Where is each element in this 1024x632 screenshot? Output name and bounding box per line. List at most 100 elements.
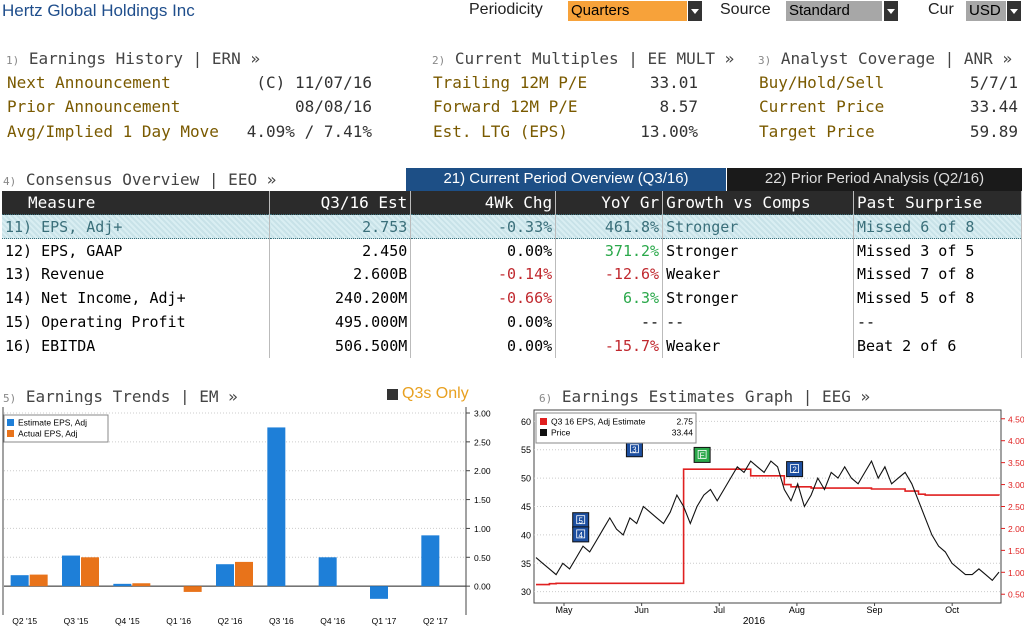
- left-tick-label: 40: [521, 530, 531, 540]
- table-row[interactable]: 11) EPS, Adj+ 2.753 -0.33% 461.8% Strong…: [2, 214, 1022, 240]
- measure-cell[interactable]: 12) EPS, GAAP: [2, 238, 271, 263]
- table-row[interactable]: 15) Operating Profit 495.000M 0.00% -- -…: [2, 309, 1022, 334]
- next-announcement-label: Next Announcement: [7, 73, 171, 92]
- growth-cell: --: [662, 309, 855, 334]
- measure-cell[interactable]: 15) Operating Profit: [2, 309, 271, 334]
- left-tick-label: 50: [521, 474, 531, 484]
- chg-cell: 0.00%: [410, 333, 557, 358]
- svg-text:E: E: [699, 451, 704, 460]
- buy-hold-sell-label: Buy/Hold/Sell: [759, 73, 885, 92]
- current-multiples-link[interactable]: 2) Current Multiples | EE MULT »: [432, 49, 735, 68]
- forward-pe-value: 8.57: [659, 97, 698, 116]
- earnings-trends-chart: 3.00 2.50 2.00 1.50 1.00 0.50 0.00 Q2 '15 Q3 '1…: [0, 405, 505, 632]
- bar-actual[interactable]: [235, 561, 253, 587]
- surprise-cell: Beat 2 of 6: [853, 333, 1022, 358]
- event-marker[interactable]: 4: [572, 526, 590, 543]
- bar-estimate[interactable]: [10, 575, 29, 587]
- table-row[interactable]: 16) EBITDA 506.500M 0.00% -15.7% Weaker …: [2, 333, 1022, 358]
- consensus-overview-link[interactable]: 4) Consensus Overview | EEO »: [3, 170, 277, 189]
- bar-estimate[interactable]: [370, 586, 388, 599]
- bar-actual[interactable]: [183, 586, 202, 592]
- est-cell: 506.500M: [269, 333, 412, 358]
- source-dropdown[interactable]: Standard: [786, 1, 882, 21]
- table-row[interactable]: 13) Revenue 2.600B -0.14% -12.6% Weaker …: [2, 262, 1022, 287]
- estimate-line: [536, 468, 1000, 586]
- tab-current-period[interactable]: 21) Current Period Overview (Q3/16): [406, 168, 726, 191]
- growth-cell: Stronger: [662, 286, 855, 310]
- bar-actual[interactable]: [29, 574, 48, 587]
- event-marker[interactable]: E: [693, 446, 711, 463]
- prior-announcement-label: Prior Announcement: [7, 97, 181, 116]
- right-tick-label: 2.00: [1008, 524, 1024, 534]
- col-yoy-gr[interactable]: YoY Gr: [555, 191, 664, 215]
- y-tick-label: 1.50: [474, 495, 491, 505]
- analyst-coverage-link[interactable]: 3) Analyst Coverage | ANR »: [758, 49, 1013, 68]
- earnings-trends-link[interactable]: 5) Earnings Trends | EM »: [3, 387, 238, 406]
- est-ltg-label: Est. LTG (EPS): [433, 122, 568, 141]
- measure-cell[interactable]: 11) EPS, Adj+: [2, 214, 271, 240]
- x-tick-label: Q2 '17: [423, 616, 448, 626]
- source-chevron-down-icon[interactable]: [884, 1, 898, 21]
- periodicity-chevron-down-icon[interactable]: [688, 1, 702, 21]
- periodicity-dropdown[interactable]: Quarters: [568, 1, 687, 21]
- measure-cell[interactable]: 16) EBITDA: [2, 333, 271, 358]
- tab-prior-period[interactable]: 22) Prior Period Analysis (Q2/16): [727, 168, 1022, 191]
- currency-label: Cur: [928, 1, 954, 18]
- legend-swatch-price: [540, 429, 547, 436]
- surprise-cell: Missed 3 of 5: [853, 238, 1022, 263]
- svg-text:2: 2: [792, 466, 797, 475]
- source-value: Standard: [789, 2, 850, 19]
- x-tick-label: Q4 '15: [115, 616, 140, 626]
- y-tick-label: 0.00: [474, 582, 491, 592]
- bar-estimate[interactable]: [216, 564, 234, 587]
- left-tick-label: 60: [521, 417, 531, 427]
- event-marker[interactable]: 5: [572, 512, 590, 529]
- col-measure[interactable]: Measure: [2, 191, 271, 215]
- right-tick-label: 0.50: [1008, 590, 1024, 600]
- legend-swatch-estimate: [540, 418, 547, 425]
- bar-estimate[interactable]: [318, 557, 337, 587]
- table-row[interactable]: 12) EPS, GAAP 2.450 0.00% 371.2% Stronge…: [2, 238, 1022, 263]
- x-tick-label: Jul: [714, 605, 726, 615]
- currency-chevron-down-icon[interactable]: [1007, 1, 1021, 21]
- x-tick-label: Q1 '17: [372, 616, 397, 626]
- avg-move-label: Avg/Implied 1 Day Move: [7, 122, 219, 141]
- earnings-history-link[interactable]: 1) Earnings History | ERN »: [6, 49, 261, 68]
- surprise-cell: Missed 5 of 8: [853, 286, 1022, 310]
- growth-cell: Weaker: [662, 262, 855, 287]
- target-price-label: Target Price: [759, 122, 875, 141]
- bar-actual[interactable]: [132, 583, 151, 587]
- current-price-label: Current Price: [759, 97, 885, 116]
- table-row[interactable]: 14) Net Income, Adj+ 240.200M -0.66% 6.3…: [2, 286, 1022, 310]
- col-4wk-chg[interactable]: 4Wk Chg: [410, 191, 557, 215]
- q3s-only-checkbox[interactable]: [387, 389, 398, 400]
- surprise-cell: Missed 7 of 8: [853, 262, 1022, 287]
- bar-estimate[interactable]: [267, 427, 286, 587]
- consensus-table: Measure Q3/16 Est 4Wk Chg YoY Gr Growth …: [2, 191, 1022, 358]
- bar-estimate[interactable]: [62, 555, 80, 587]
- q3s-only-label[interactable]: Q3s Only: [402, 385, 469, 402]
- legend-swatch-estimate: [7, 419, 14, 426]
- bar-estimate[interactable]: [421, 535, 440, 587]
- col-past-surprise[interactable]: Past Surprise: [853, 191, 1022, 215]
- earnings-graph-link[interactable]: 6) Earnings Estimates Graph | EEG »: [539, 387, 871, 406]
- legend-estimate-value: 2.75: [676, 417, 693, 427]
- bar-estimate[interactable]: [113, 583, 132, 587]
- measure-cell[interactable]: 14) Net Income, Adj+: [2, 286, 271, 310]
- legend-estimate-label: Q3 16 EPS, Adj Estimate: [551, 417, 646, 427]
- col-est[interactable]: Q3/16 Est: [269, 191, 412, 215]
- yoy-cell: -15.7%: [555, 333, 664, 358]
- event-marker[interactable]: 3: [625, 441, 643, 458]
- x-tick-label: Oct: [945, 605, 960, 615]
- prior-announcement-value: 08/08/16: [294, 97, 372, 116]
- growth-cell: Stronger: [662, 238, 855, 263]
- event-marker[interactable]: 2: [786, 461, 804, 478]
- currency-dropdown[interactable]: USD: [966, 1, 1006, 21]
- bar-actual[interactable]: [81, 557, 99, 587]
- measure-cell[interactable]: 13) Revenue: [2, 262, 271, 287]
- col-growth-vs-comps[interactable]: Growth vs Comps: [662, 191, 855, 215]
- yoy-cell: 371.2%: [555, 238, 664, 263]
- est-cell: 2.753: [269, 214, 412, 240]
- right-tick-label: 4.50: [1008, 414, 1024, 424]
